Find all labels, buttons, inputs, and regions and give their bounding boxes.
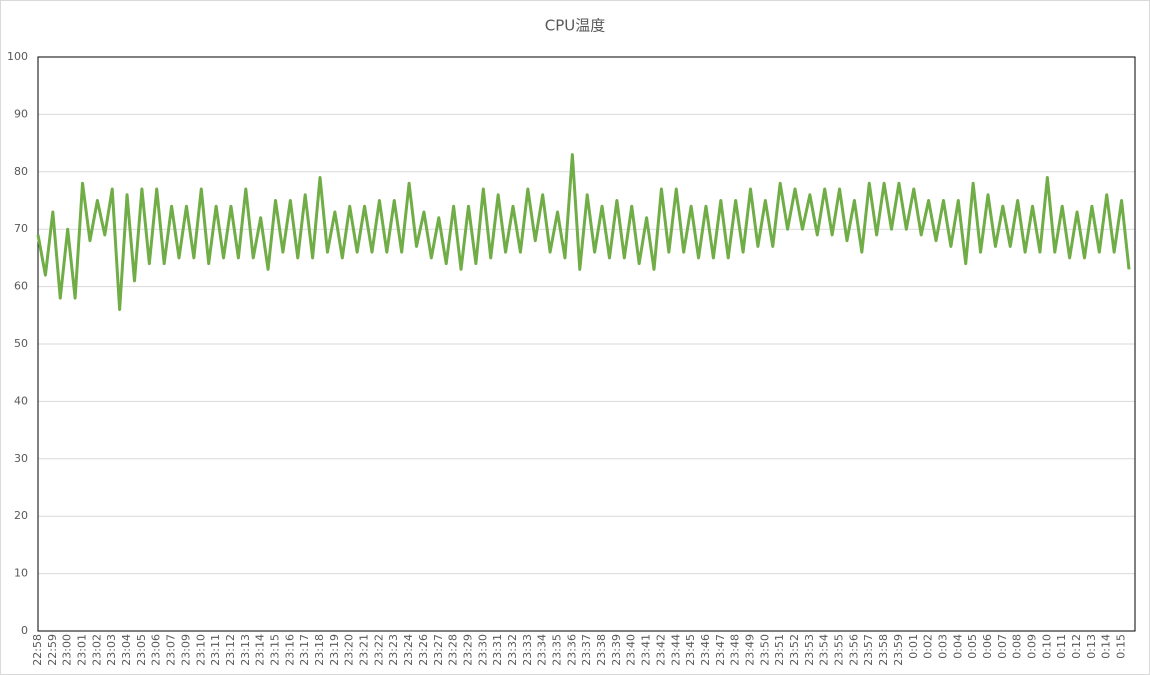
x-tick-label: 0:07 <box>996 634 1009 659</box>
x-tick-label: 23:02 <box>90 634 103 666</box>
x-tick-label: 23:22 <box>372 634 385 666</box>
x-tick-label: 23:53 <box>803 634 816 666</box>
x-tick-label: 23:45 <box>684 634 697 666</box>
x-tick-label: 23:32 <box>506 634 519 666</box>
data-line <box>36 153 1131 312</box>
y-tick-label: 80 <box>14 165 28 178</box>
x-tick-label: 0:13 <box>1085 634 1098 659</box>
x-tick-label: 22:58 <box>31 634 44 666</box>
x-tick-label: 23:00 <box>61 634 74 666</box>
x-tick-label: 23:09 <box>179 634 192 666</box>
x-tick-label: 23:42 <box>654 634 667 666</box>
x-tick-label: 0:08 <box>1011 634 1024 659</box>
x-tick-label: 0:11 <box>1055 634 1068 659</box>
x-tick-label: 23:03 <box>105 634 118 666</box>
x-tick-label: 0:03 <box>936 634 949 659</box>
x-tick-label: 23:15 <box>268 634 281 666</box>
x-tick-label: 23:36 <box>565 634 578 666</box>
x-tick-label: 23:47 <box>714 634 727 666</box>
x-tick-label: 23:26 <box>417 634 430 666</box>
x-tick-label: 23:50 <box>758 634 771 666</box>
x-tick-label: 23:57 <box>862 634 875 666</box>
x-tick-label: 23:48 <box>729 634 742 666</box>
x-tick-label: 23:33 <box>521 634 534 666</box>
x-tick-label: 23:19 <box>328 634 341 666</box>
y-tick-label: 100 <box>7 50 28 63</box>
y-tick-label: 90 <box>14 107 28 120</box>
x-tick-label: 23:12 <box>224 634 237 666</box>
x-tick-label: 23:37 <box>580 634 593 666</box>
x-tick-label: 23:39 <box>610 634 623 666</box>
x-tick-label: 23:41 <box>640 634 653 666</box>
x-tick-label: 23:34 <box>536 634 549 666</box>
x-tick-label: 23:04 <box>120 634 133 666</box>
x-tick-label: 23:20 <box>343 634 356 666</box>
x-tick-label: 23:10 <box>194 634 207 666</box>
y-tick-label: 70 <box>14 222 28 235</box>
x-tick-label: 23:06 <box>150 634 163 666</box>
y-tick-label: 40 <box>14 394 28 407</box>
x-tick-label: 23:05 <box>135 634 148 666</box>
x-tick-label: 0:15 <box>1115 634 1128 659</box>
x-tick-label: 23:17 <box>298 634 311 666</box>
x-tick-label: 23:29 <box>461 634 474 666</box>
x-tick-label: 23:16 <box>283 634 296 666</box>
x-tick-label: 23:30 <box>476 634 489 666</box>
x-tick-label: 23:55 <box>833 634 846 666</box>
x-tick-label: 23:13 <box>239 634 252 666</box>
y-tick-label: 10 <box>14 567 28 580</box>
x-tick-label: 23:24 <box>402 634 415 666</box>
x-tick-label: 23:54 <box>818 634 831 666</box>
y-tick-label: 20 <box>14 509 28 522</box>
x-tick-label: 23:27 <box>432 634 445 666</box>
x-tick-label: 23:28 <box>447 634 460 666</box>
chart-title: CPU温度 <box>545 17 606 35</box>
x-tick-label: 23:56 <box>847 634 860 666</box>
x-tick-label: 0:05 <box>966 634 979 659</box>
x-tick-label: 23:52 <box>788 634 801 666</box>
y-tick-label: 0 <box>21 624 28 637</box>
x-tick-label: 23:58 <box>877 634 890 666</box>
x-tick-label: 23:11 <box>209 634 222 666</box>
x-tick-label: 23:44 <box>669 634 682 666</box>
y-tick-label: 60 <box>14 280 28 293</box>
x-tick-label: 23:14 <box>254 634 267 666</box>
x-tick-label: 23:51 <box>773 634 786 666</box>
x-tick-label: 23:01 <box>76 634 89 666</box>
x-tick-label: 23:18 <box>313 634 326 666</box>
x-tick-label: 23:23 <box>387 634 400 666</box>
x-tick-label: 23:31 <box>491 634 504 666</box>
x-tick-label: 0:12 <box>1070 634 1083 659</box>
x-tick-label: 22:59 <box>46 634 59 666</box>
x-tick-label: 0:10 <box>1040 634 1053 659</box>
x-tick-label: 0:02 <box>922 634 935 659</box>
x-tick-label: 23:35 <box>551 634 564 666</box>
x-tick-label: 0:14 <box>1100 634 1113 659</box>
x-tick-label: 23:38 <box>595 634 608 666</box>
x-tick-label: 23:46 <box>699 634 712 666</box>
x-tick-label: 23:21 <box>358 634 371 666</box>
x-tick-label: 23:59 <box>892 634 905 666</box>
plot-frame <box>37 56 1136 632</box>
x-tick-label: 23:49 <box>743 634 756 666</box>
x-tick-label: 23:07 <box>165 634 178 666</box>
x-tick-label: 0:06 <box>981 634 994 659</box>
y-tick-label: 30 <box>14 452 28 465</box>
x-tick-label: 0:09 <box>1026 634 1039 659</box>
y-tick-label: 50 <box>14 337 28 350</box>
x-tick-label: 23:40 <box>625 634 638 666</box>
x-tick-label: 0:04 <box>951 634 964 659</box>
x-tick-label: 0:01 <box>907 634 920 659</box>
